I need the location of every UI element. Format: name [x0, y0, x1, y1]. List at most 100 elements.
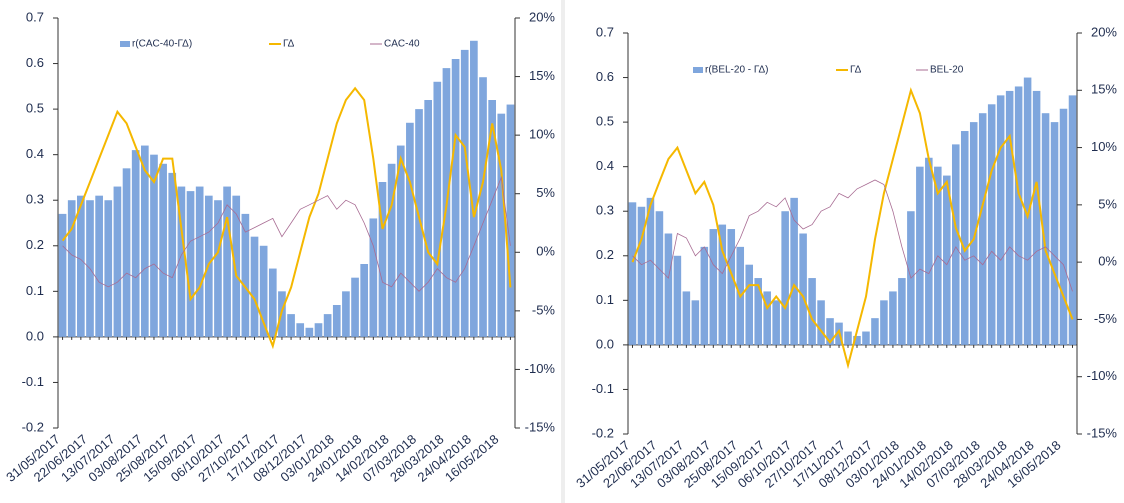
bar [77, 195, 85, 337]
bar [506, 104, 515, 337]
y-tick-label: 0.4 [596, 158, 614, 173]
y2-tick-label: -5% [532, 302, 556, 317]
bar [682, 291, 691, 345]
bar [241, 213, 250, 337]
bar [655, 211, 664, 345]
bar [332, 305, 341, 337]
bar [433, 81, 442, 337]
bar [889, 291, 897, 345]
bar [140, 145, 149, 337]
bar [969, 122, 978, 345]
bar [709, 229, 718, 345]
bar [168, 172, 177, 337]
y2-tick-label: 10% [1091, 139, 1117, 154]
bar [916, 166, 924, 345]
bar [104, 200, 113, 337]
bar [781, 211, 789, 345]
bar [951, 144, 960, 345]
bar [259, 245, 268, 337]
bar [925, 157, 933, 345]
bar [497, 113, 506, 337]
bar [799, 233, 807, 345]
bar [67, 200, 76, 337]
bar [424, 100, 433, 337]
y2-tick-label: 0% [536, 244, 555, 259]
bar [360, 264, 369, 337]
bar [826, 318, 834, 345]
bar [305, 327, 314, 337]
y2-tick-label: 20% [1091, 24, 1117, 39]
bar [314, 323, 323, 337]
bar [396, 145, 405, 337]
y2-tick-label: -15% [525, 419, 556, 434]
bar [351, 277, 359, 337]
legend-label: ΓΔ [283, 39, 295, 50]
bar [342, 291, 350, 337]
bar [159, 163, 167, 337]
y-tick-label: 0.2 [596, 247, 614, 262]
bar [150, 154, 158, 337]
y2-tick-label: 15% [529, 68, 555, 83]
bar [745, 264, 754, 345]
bar [691, 300, 700, 345]
bar [700, 246, 709, 345]
bar [673, 255, 682, 345]
bar [451, 59, 460, 337]
legend-swatch [693, 67, 703, 73]
line-series [631, 87, 1074, 370]
bar [177, 186, 186, 337]
y-tick-label: 0.1 [26, 283, 44, 298]
y-tick-label: 0.2 [26, 237, 44, 252]
y2-tick-label: 5% [536, 185, 555, 200]
bar [122, 168, 131, 337]
y2-tick-label: 20% [529, 9, 555, 24]
y-tick-label: 0.5 [596, 114, 614, 129]
bar [232, 195, 241, 337]
bar [287, 314, 295, 337]
line-series [62, 175, 511, 292]
bar [250, 236, 259, 337]
line-series [61, 86, 512, 350]
bar [871, 318, 879, 345]
bar [296, 323, 305, 337]
bar [58, 213, 67, 337]
bar [1041, 113, 1050, 345]
bar [1059, 108, 1068, 345]
bar [195, 186, 204, 337]
y-tick-label: 0.4 [26, 146, 44, 161]
legend-label: CAC-40 [384, 39, 420, 50]
y2-tick-label: 0% [1098, 254, 1117, 269]
y2-tick-label: 5% [1098, 196, 1117, 211]
bar [664, 233, 673, 345]
bar [1032, 90, 1041, 345]
legend-swatch [120, 41, 130, 47]
bar [479, 77, 487, 337]
legend-label: BEL-20 [930, 65, 964, 76]
y-tick-label: 0.7 [596, 24, 614, 39]
y2-tick-label: -10% [525, 361, 556, 376]
bar [1014, 86, 1023, 345]
bar [369, 218, 378, 337]
y-tick-label: -0.2 [22, 419, 44, 434]
bar [378, 182, 387, 337]
bar [790, 197, 798, 345]
y-tick-label: 0.0 [26, 328, 44, 343]
bar [1005, 90, 1014, 345]
bar [754, 278, 762, 345]
bar [880, 300, 888, 345]
y-tick-label: 0.7 [26, 9, 44, 24]
legend-label: ΓΔ [850, 65, 862, 76]
bar [978, 113, 987, 345]
bar [628, 202, 637, 345]
bar [996, 95, 1005, 345]
bar [268, 268, 277, 337]
bar [1068, 95, 1077, 345]
bar [387, 163, 396, 337]
bar [772, 300, 780, 345]
y-tick-label: 0.3 [26, 192, 44, 207]
bar [943, 175, 951, 345]
bar [223, 186, 231, 337]
y-tick-label: 0.3 [596, 203, 614, 218]
bar [808, 278, 816, 345]
